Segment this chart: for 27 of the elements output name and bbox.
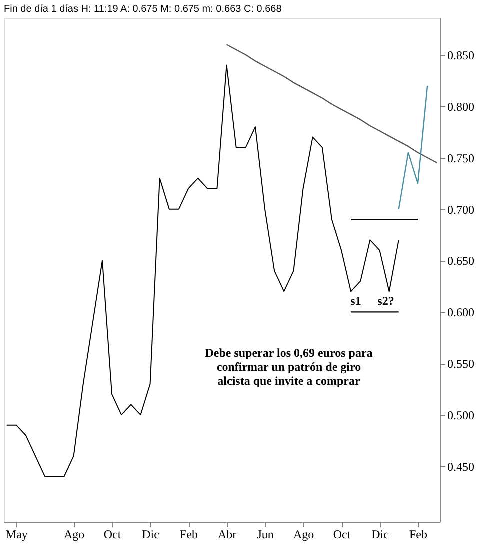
y-tick-label: 0.550: [448, 357, 474, 372]
x-tick-label: May: [6, 528, 28, 542]
x-tick-label: Oct: [333, 528, 352, 542]
annotation: s2?: [378, 294, 394, 308]
x-tick-label: Dic: [372, 528, 389, 542]
x-tick-label: Feb: [180, 528, 198, 542]
y-tick-label: 0.700: [448, 202, 474, 217]
y-tick-label: 0.850: [448, 48, 474, 63]
x-tick-label: Abr: [218, 528, 237, 542]
x-tick-label: Ago: [64, 528, 85, 542]
annotation: Debe superar los 0,69 euros para confirmar un patrón de giro alcista que invite a comprar: [205, 346, 373, 388]
y-tick-label: 0.500: [448, 408, 474, 423]
y-tick-label: 0.800: [448, 100, 474, 114]
y-tick-label: 0.600: [448, 306, 474, 320]
x-tick-label: Oct: [104, 528, 122, 542]
annotation: s1: [350, 294, 362, 308]
x-tick-label: Ago: [293, 528, 314, 542]
x-tick-label: Dic: [142, 528, 160, 542]
line-series: [398, 85, 428, 210]
line-series: [6, 64, 400, 478]
y-tick-label: 0.450: [448, 460, 474, 474]
y-tick-label: 0.650: [448, 254, 474, 268]
x-tick-label: Feb: [410, 528, 428, 542]
x-tick-label: Jun: [257, 528, 274, 542]
chart-title: Fin de día 1 días H: 11:19 A: 0.675 M: 0.675 m: 0.663 C: 0.668: [4, 4, 282, 15]
line-series: [226, 44, 438, 164]
y-tick-label: 0.750: [448, 151, 474, 166]
